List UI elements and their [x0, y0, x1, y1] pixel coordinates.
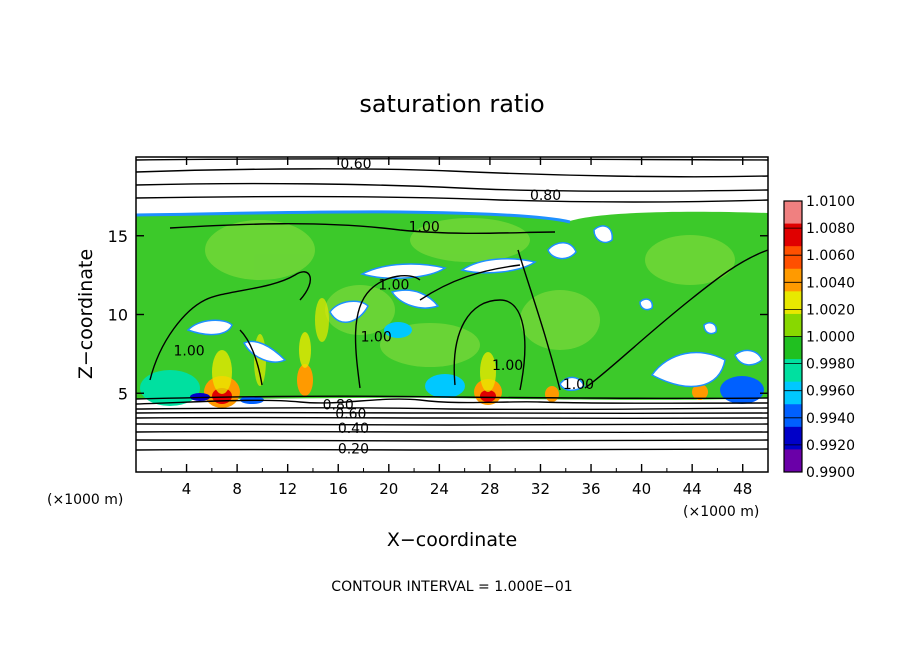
- x-tick-label: 44: [683, 480, 702, 498]
- colorbar: 1.0100 1.0080 1.0060 1.0040 1.0020 1.0000 0.99…: [783, 194, 855, 481]
- upper-contours: [136, 158, 768, 203]
- colorbar-segment: [784, 246, 802, 270]
- colorbar-label: 1.0080: [806, 221, 855, 237]
- x-tick-label: 20: [379, 480, 398, 498]
- cloud-top-edge: [136, 210, 571, 224]
- contour-label: 1.00: [361, 330, 392, 346]
- x-tick-label: 32: [531, 480, 550, 498]
- clear-air-holes: [186, 225, 763, 391]
- colorbar-label: 1.0100: [806, 194, 855, 210]
- lower-contours: [136, 395, 768, 451]
- colorbar-label: 0.9940: [806, 411, 855, 427]
- contour-interval-note: CONTOUR INTERVAL = 1.000E−01: [331, 579, 572, 595]
- colorbar-segment: [784, 223, 802, 247]
- colorbar-segment: [784, 313, 802, 337]
- x-tick-label: 36: [581, 480, 600, 498]
- x-tick-label: 8: [232, 480, 242, 498]
- warm-plumes: [204, 298, 708, 408]
- y-axis-label: Z−coordinate: [75, 249, 97, 379]
- colorbar-segment: [784, 201, 802, 225]
- colorbar-segment: [784, 381, 802, 405]
- x-tick-label: 40: [632, 480, 651, 498]
- contour-label: 0.20: [338, 441, 369, 457]
- colorbar-segment: [784, 268, 802, 292]
- x-tick-label: 4: [182, 480, 192, 498]
- contour-label: 1.00: [378, 278, 409, 294]
- contour-label: 0.80: [323, 397, 354, 413]
- x-unit-left: (×1000 m): [47, 492, 123, 508]
- colorbar-segment: [784, 449, 802, 473]
- colorbar-segment: [784, 404, 802, 428]
- colorbar-label: 0.9920: [806, 438, 855, 454]
- colorbar-segment: [784, 336, 802, 360]
- colorbar-label: 1.0040: [806, 275, 855, 291]
- contour-labels: 0.600.801.001.001.001.001.001.000.800.60…: [174, 156, 594, 457]
- colorbar-label: 1.0020: [806, 302, 855, 318]
- contour-label: 0.80: [530, 188, 561, 204]
- colorbar-segment: [784, 291, 802, 315]
- contour-label: 1.00: [409, 219, 440, 235]
- colorbar-label: 0.9900: [806, 465, 855, 481]
- x-tick-label: 28: [480, 480, 499, 498]
- plot-area: [136, 157, 768, 472]
- colorbar-label: 1.0060: [806, 248, 855, 264]
- y-axis-ticks: 5 10 15: [108, 227, 768, 403]
- contour-label: 0.60: [335, 407, 366, 423]
- colorbar-label: 0.9960: [806, 384, 855, 400]
- y-tick-label: 5: [118, 384, 128, 403]
- contour-label: 1.00: [174, 344, 205, 360]
- contour-label: 1.00: [563, 377, 594, 393]
- colorbar-segment: [784, 359, 802, 383]
- x-tick-label: 24: [430, 480, 449, 498]
- colorbar-label: 0.9980: [806, 357, 855, 373]
- contour-label: 0.40: [338, 421, 369, 437]
- colorbar-segment: [784, 426, 802, 450]
- chart-title: saturation ratio: [359, 90, 544, 118]
- contour-label: 0.60: [340, 156, 371, 172]
- colorbar-label: 1.0000: [806, 330, 855, 346]
- x-tick-label: 16: [329, 480, 348, 498]
- y-tick-label: 10: [108, 306, 128, 325]
- y-tick-label: 15: [108, 227, 128, 246]
- x-unit-right: (×1000 m): [683, 504, 759, 520]
- x-axis-ticks: 4 8 12 16 20 24 28 32 36 40 44 48: [160, 157, 752, 498]
- contour-label: 1.00: [492, 358, 523, 374]
- x-axis-label: X−coordinate: [387, 529, 517, 551]
- saturation-contours: [149, 223, 768, 391]
- x-tick-label: 48: [733, 480, 752, 498]
- x-tick-label: 12: [278, 480, 297, 498]
